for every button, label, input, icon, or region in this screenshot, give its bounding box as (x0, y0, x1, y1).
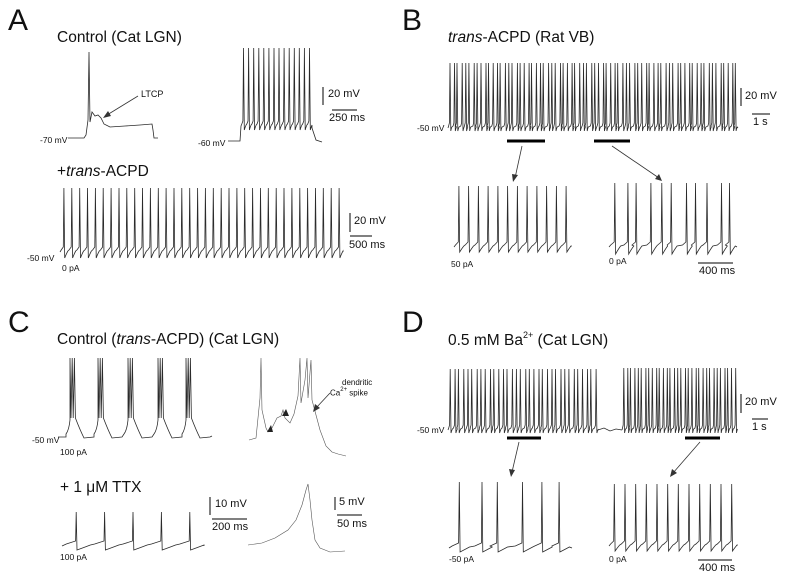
d-top-train-right-trace (621, 367, 738, 434)
b-vm: -50 mV (417, 123, 445, 133)
dendritic-label: dendritic Ca2+ spike (330, 378, 372, 399)
c-scale-time: 200 ms (212, 521, 249, 533)
dendritic-arrow (315, 392, 331, 409)
a-scale-time-2: 500 ms (349, 239, 386, 251)
a-ltcp-trace (68, 51, 158, 139)
d-arrow-left (511, 441, 520, 473)
d-scale-time-2: 400 ms (699, 562, 736, 574)
c-scale-voltage: 10 mV (215, 498, 247, 510)
c-ttx-trace (61, 511, 205, 551)
a-drug-prefix: + (57, 163, 67, 180)
a-vm-bottom: -50 mV (27, 253, 55, 263)
dendritic-sup: 2+ (340, 387, 348, 393)
d-current-left: -50 pA (449, 554, 475, 564)
d-top-train-left-trace (447, 368, 599, 434)
b-title-rest: -ACPD (Rat VB) (482, 29, 595, 46)
a-drug-suffix: -ACPD (100, 163, 149, 180)
d-scale-time: 1 s (752, 421, 767, 433)
d-scale-voltage: 20 mV (745, 396, 777, 408)
b-arrow-left (514, 145, 523, 179)
d-pause-trace (597, 427, 623, 432)
a-tonic-trace (228, 47, 323, 143)
b-title-italic: trans (448, 29, 483, 46)
c-scale-voltage-2: 5 mV (339, 496, 365, 508)
panel-a-drug-label: +trans-ACPD (57, 164, 149, 180)
panel-letter-d: D (402, 306, 424, 339)
b-top-train-trace (447, 62, 739, 132)
a-long-train-trace (59, 187, 344, 259)
c-ttx-zoom-trace (247, 483, 346, 553)
a-scale-voltage-2: 20 mV (354, 215, 386, 227)
scale-bar-c-left (209, 497, 247, 520)
c-current-bottom: 100 pA (60, 552, 87, 562)
d-title-pre: 0.5 mM Ba (448, 332, 523, 350)
panel-letter-b: B (402, 4, 423, 37)
c-scale-time-2: 50 ms (337, 518, 367, 530)
c-triangle-marker-2 (282, 409, 289, 416)
dendritic-line1: dendritic (342, 378, 373, 387)
panel-c-title: Control (trans-ACPD) (Cat LGN) (57, 332, 279, 348)
ltcp-arrow (106, 95, 139, 116)
scale-bar-a-top (322, 87, 357, 111)
c-dendritic-trace (248, 357, 347, 457)
d-title-post: (Cat LGN) (533, 332, 609, 350)
panel-letter-c: C (8, 306, 30, 339)
c-burst-trace (58, 357, 213, 439)
c-vm: -50 mV (32, 435, 60, 445)
ltcp-arrowhead (103, 111, 111, 118)
dendritic-arrowhead (313, 404, 320, 412)
panel-letter-a: A (8, 4, 29, 37)
panel-d-title: 0.5 mM Ba2+ (Cat LGN) (448, 330, 609, 350)
d-arrow-right (672, 441, 701, 474)
b-scale-voltage: 20 mV (745, 90, 777, 102)
dendritic-spike: spike (347, 388, 368, 398)
panel-a-title: Control (Cat LGN) (57, 29, 182, 46)
c-title-italic: trans (116, 331, 151, 348)
dendritic-ca: Ca (330, 388, 341, 398)
d-vm: -50 mV (417, 425, 445, 435)
ttx-label: + 1 μM TTX (60, 479, 142, 496)
panel-b-title: trans-ACPD (Rat VB) (448, 30, 594, 46)
c-current-top: 100 pA (60, 447, 87, 457)
b-current-right: 0 pA (609, 256, 627, 266)
a-scale-voltage: 20 mV (328, 88, 360, 100)
scale-bar-c-right (334, 497, 362, 516)
a-scale-time: 250 ms (329, 112, 366, 124)
a-current-bottom: 0 pA (62, 263, 80, 273)
d-expanded-right-trace (608, 483, 738, 553)
b-scale-time-2: 400 ms (699, 265, 736, 277)
d-current-right: 0 pA (609, 554, 627, 564)
b-arrow-right (611, 145, 660, 179)
ltcp-label: LTCP (141, 89, 164, 99)
b-expanded-right-trace (608, 182, 738, 256)
c-triangle-marker-1 (267, 425, 273, 432)
scale-bar-b-top (740, 88, 770, 115)
scale-bar-a-bottom (349, 213, 372, 237)
b-scale-time: 1 s (753, 116, 768, 128)
d-arrowhead-right (670, 469, 677, 477)
b-expanded-left-trace (453, 185, 572, 254)
dendritic-line2: Ca2+ spike (330, 387, 372, 399)
b-current-left: 50 pA (451, 259, 474, 269)
b-arrowhead-right (655, 174, 662, 181)
a-vm-left: -70 mV (40, 135, 68, 145)
c-title-pre: Control ( (57, 331, 117, 348)
d-title-sup: 2+ (522, 330, 534, 340)
b-arrowhead-left (512, 174, 518, 182)
expansion-markers (103, 95, 720, 477)
scale-bars (209, 87, 770, 561)
d-arrowhead-left (509, 469, 515, 477)
a-drug-italic: trans (66, 163, 101, 180)
scale-bar-d-top (740, 394, 768, 420)
c-title-post: -ACPD) (Cat LGN) (150, 331, 280, 348)
d-expanded-left-trace (448, 481, 573, 553)
a-vm-right: -60 mV (198, 138, 226, 148)
